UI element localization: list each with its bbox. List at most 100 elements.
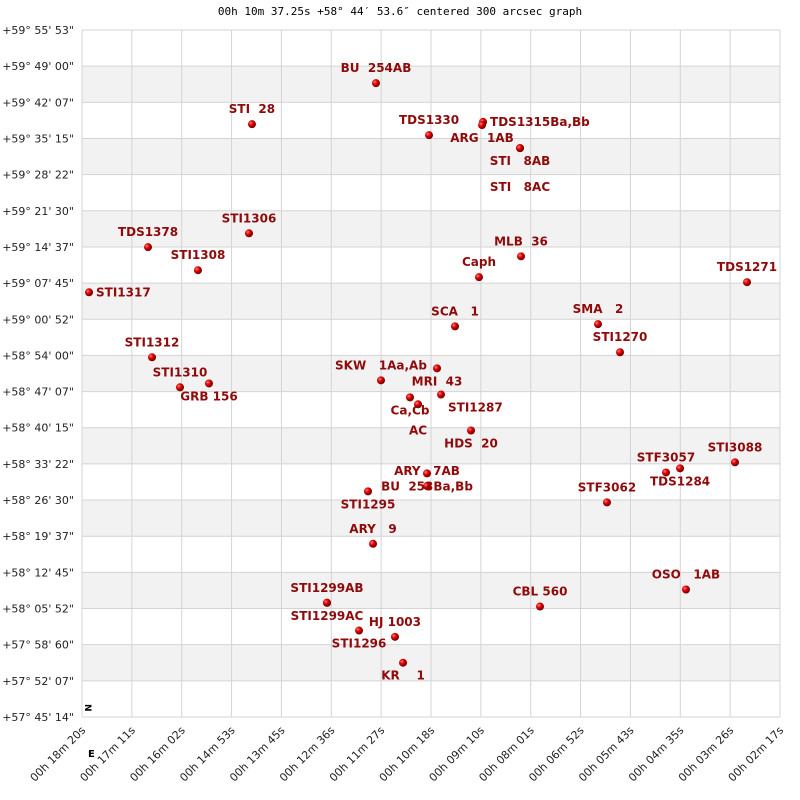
star-point bbox=[593, 320, 602, 329]
star-point bbox=[399, 658, 408, 667]
star-label: STF3057 bbox=[637, 450, 695, 464]
star-label: TDS1378 bbox=[118, 225, 178, 239]
star-point bbox=[148, 353, 157, 362]
star-label: MRI 43 bbox=[412, 374, 463, 388]
east-marker: E bbox=[88, 749, 95, 760]
star-point bbox=[85, 288, 94, 297]
star-point bbox=[371, 79, 380, 88]
star-label: STI1299AB bbox=[290, 581, 363, 595]
star-label: SMA 2 bbox=[573, 302, 624, 316]
star-label: STI1308 bbox=[171, 248, 226, 262]
star-point bbox=[602, 498, 611, 507]
y-tick-label: +57° 45' 14" bbox=[2, 711, 74, 724]
star-label: STI1296 bbox=[332, 637, 387, 651]
star-point bbox=[478, 121, 487, 130]
star-label: ARG 1AB bbox=[450, 131, 514, 145]
y-tick-label: +58° 33' 22" bbox=[2, 458, 74, 471]
star-point bbox=[376, 376, 385, 385]
star-label: SCA 1 bbox=[431, 304, 479, 318]
star-point bbox=[364, 487, 373, 496]
star-label: TDS1284 bbox=[650, 474, 710, 488]
y-tick-label: +58° 40' 15" bbox=[2, 422, 74, 435]
star-point bbox=[414, 400, 423, 409]
star-point bbox=[467, 426, 476, 435]
star-label: Ca,Cb bbox=[391, 403, 430, 417]
y-tick-label: +57° 52' 07" bbox=[2, 675, 74, 688]
star-label: STI1310 bbox=[153, 365, 208, 379]
star-point bbox=[661, 468, 670, 477]
star-label: STI1306 bbox=[222, 211, 277, 225]
star-label: STI1295 bbox=[341, 497, 396, 511]
star-point bbox=[474, 273, 483, 282]
star-point bbox=[616, 348, 625, 357]
star-point bbox=[369, 539, 378, 548]
y-tick-label: +59° 55' 53" bbox=[2, 24, 74, 37]
star-point bbox=[390, 632, 399, 641]
star-point bbox=[517, 252, 526, 261]
star-label: STI1312 bbox=[125, 335, 180, 349]
star-label: TDS1271 bbox=[717, 260, 777, 274]
star-label: KR 1 bbox=[381, 669, 425, 683]
star-point bbox=[433, 364, 442, 373]
star-point bbox=[405, 393, 414, 402]
y-tick-label: +59° 28' 22" bbox=[2, 169, 74, 182]
y-tick-label: +58° 19' 37" bbox=[2, 530, 74, 543]
star-point bbox=[743, 278, 752, 287]
star-label: SKW 1Aa,Ab bbox=[335, 358, 427, 372]
star-label: ARY 7AB bbox=[394, 464, 460, 478]
star-label: CBL 560 bbox=[513, 585, 568, 599]
star-point bbox=[450, 322, 459, 331]
star-label: ARY 9 bbox=[349, 522, 396, 536]
star-point bbox=[676, 464, 685, 473]
star-label: AC bbox=[409, 423, 427, 437]
star-label: TDS1330 bbox=[399, 113, 459, 127]
star-point bbox=[193, 266, 202, 275]
y-tick-label: +59° 00' 52" bbox=[2, 313, 74, 326]
star-point bbox=[247, 120, 256, 129]
y-tick-label: +59° 42' 07" bbox=[2, 96, 74, 109]
y-tick-label: +58° 26' 30" bbox=[2, 494, 74, 507]
star-point bbox=[423, 482, 432, 491]
star-label: BU 254AB bbox=[341, 61, 412, 75]
star-label: STI1317 bbox=[96, 285, 151, 299]
star-label: STF3062 bbox=[578, 480, 636, 494]
y-tick-label: +59° 21' 30" bbox=[2, 205, 74, 218]
y-tick-label: +57° 58' 60" bbox=[2, 639, 74, 652]
star-label: HJ 1003 bbox=[369, 615, 421, 629]
star-point bbox=[425, 131, 434, 140]
star-point bbox=[681, 585, 690, 594]
star-label: STI3088 bbox=[708, 440, 763, 454]
y-tick-label: +59° 07' 45" bbox=[2, 277, 74, 290]
y-tick-label: +58° 05' 52" bbox=[2, 603, 74, 616]
star-point bbox=[144, 243, 153, 252]
star-label: STI1270 bbox=[593, 330, 648, 344]
star-point bbox=[536, 602, 545, 611]
north-marker: N bbox=[82, 704, 92, 712]
star-point bbox=[244, 229, 253, 238]
star-label: TDS1315Ba,Bb bbox=[490, 115, 590, 129]
star-point bbox=[730, 458, 739, 467]
star-point bbox=[322, 598, 331, 607]
y-tick-label: +58° 12' 45" bbox=[2, 566, 74, 579]
star-label: OSO 1AB bbox=[652, 568, 720, 582]
y-tick-label: +59° 14' 37" bbox=[2, 241, 74, 254]
y-tick-label: +59° 49' 00" bbox=[2, 60, 74, 73]
star-point bbox=[175, 383, 184, 392]
star-label: STI 8AB bbox=[490, 154, 551, 168]
y-tick-label: +58° 47' 07" bbox=[2, 386, 74, 399]
y-tick-label: +59° 35' 15" bbox=[2, 132, 74, 145]
y-tick-label: +58° 54' 00" bbox=[2, 349, 74, 362]
star-point bbox=[516, 144, 525, 153]
star-point bbox=[204, 379, 213, 388]
star-label: MLB 36 bbox=[494, 234, 548, 248]
star-label: HDS 20 bbox=[444, 436, 498, 450]
star-label: BU 253Ba,Bb bbox=[381, 479, 473, 493]
star-label: STI1299AC bbox=[291, 609, 364, 623]
star-point bbox=[423, 469, 432, 478]
chart-title: 00h 10m 37.25s +58° 44′ 53.6″ centered 3… bbox=[217, 5, 583, 18]
star-label: STI1287 bbox=[448, 401, 503, 415]
star-label: STI 8AC bbox=[490, 180, 550, 194]
star-label: Caph bbox=[462, 255, 496, 269]
star-point bbox=[355, 626, 364, 635]
